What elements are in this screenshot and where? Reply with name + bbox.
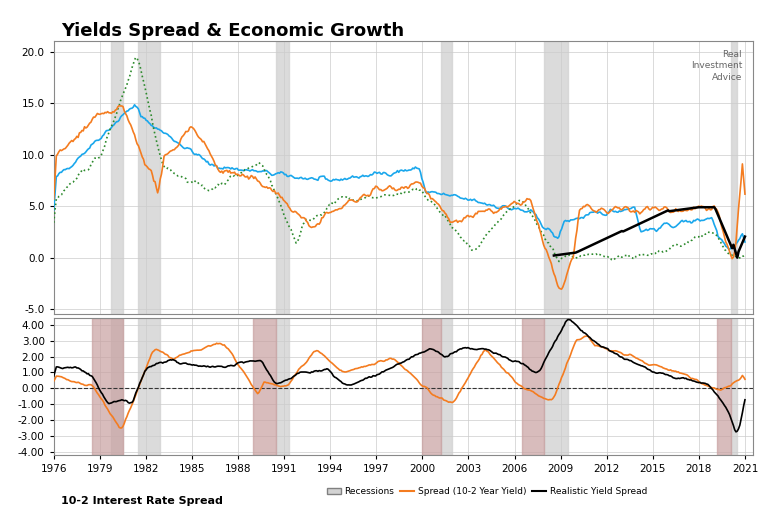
Legend: Recessions, 10-Year Maturity, Effective Federal Funds Rate, GDP, What Fed Should: Recessions, 10-Year Maturity, Effective … bbox=[144, 340, 663, 356]
Bar bbox=[441, 41, 452, 314]
Bar bbox=[92, 318, 123, 455]
Bar bbox=[422, 318, 441, 455]
Bar bbox=[731, 41, 737, 314]
Bar bbox=[731, 318, 737, 455]
Bar bbox=[111, 41, 123, 314]
Text: Real
Investment
Advice: Real Investment Advice bbox=[690, 50, 742, 82]
Text: Yields Spread & Economic Growth: Yields Spread & Economic Growth bbox=[61, 22, 404, 40]
Bar bbox=[717, 318, 731, 455]
Bar bbox=[522, 318, 544, 455]
Bar bbox=[544, 41, 568, 314]
Bar bbox=[138, 41, 160, 314]
Bar bbox=[138, 318, 160, 455]
Legend: Recessions, Spread (10-2 Year Yield), Realistic Yield Spread: Recessions, Spread (10-2 Year Yield), Re… bbox=[323, 483, 650, 499]
Bar bbox=[253, 318, 276, 455]
Bar bbox=[544, 318, 568, 455]
Bar bbox=[276, 41, 289, 314]
Bar bbox=[111, 318, 123, 455]
Bar bbox=[441, 318, 452, 455]
Bar bbox=[276, 318, 289, 455]
Text: 10-2 Interest Rate Spread: 10-2 Interest Rate Spread bbox=[61, 496, 223, 506]
